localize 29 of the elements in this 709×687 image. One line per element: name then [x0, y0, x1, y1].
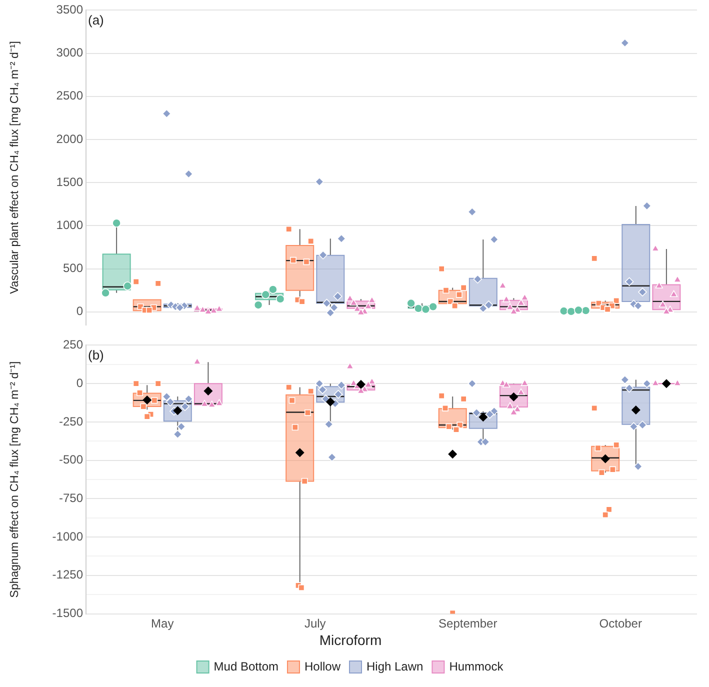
y-tick-label: 0 — [76, 376, 84, 390]
legend-label: Mud Bottom — [214, 659, 278, 674]
legend-label: Hummock — [449, 659, 504, 674]
y-axis-title: Sphagnum effect on CH₄ flux [mg CH₄ m⁻² d⁻¹] — [9, 361, 22, 598]
legend-title: Microform — [319, 632, 382, 648]
annotation: (a) — [88, 12, 104, 28]
x-tick-label: July — [304, 616, 326, 630]
x-tick-label: September — [438, 616, 498, 630]
legend-label: High Lawn — [366, 659, 424, 674]
y-tick-label: 250 — [62, 338, 84, 352]
y-tick-label: 3500 — [56, 2, 84, 17]
legend-label: Hollow — [304, 659, 341, 674]
y-tick-label: -250 — [58, 414, 84, 428]
y-tick-label: -500 — [58, 452, 84, 467]
y-tick-label: 500 — [62, 261, 84, 276]
annotation: (b) — [88, 347, 104, 362]
y-tick-label: 3000 — [56, 46, 84, 60]
y-tick-label: -750 — [58, 491, 84, 505]
y-axis-title: Vascular plant effect on CH₄ flux [mg CH₄ m⁻² d⁻¹] — [9, 41, 22, 294]
y-tick-label: 2000 — [56, 132, 84, 146]
x-tick-label: October — [599, 616, 642, 630]
y-tick-label: 1000 — [56, 218, 84, 232]
y-tick-label: -1000 — [52, 529, 84, 544]
y-tick-label: -1500 — [52, 606, 84, 620]
y-tick-label: 1500 — [56, 174, 84, 189]
y-tick-label: 2500 — [56, 88, 84, 103]
y-tick-label: -1250 — [52, 568, 84, 582]
x-tick-label: May — [151, 616, 174, 630]
y-tick-label: 0 — [76, 304, 84, 318]
